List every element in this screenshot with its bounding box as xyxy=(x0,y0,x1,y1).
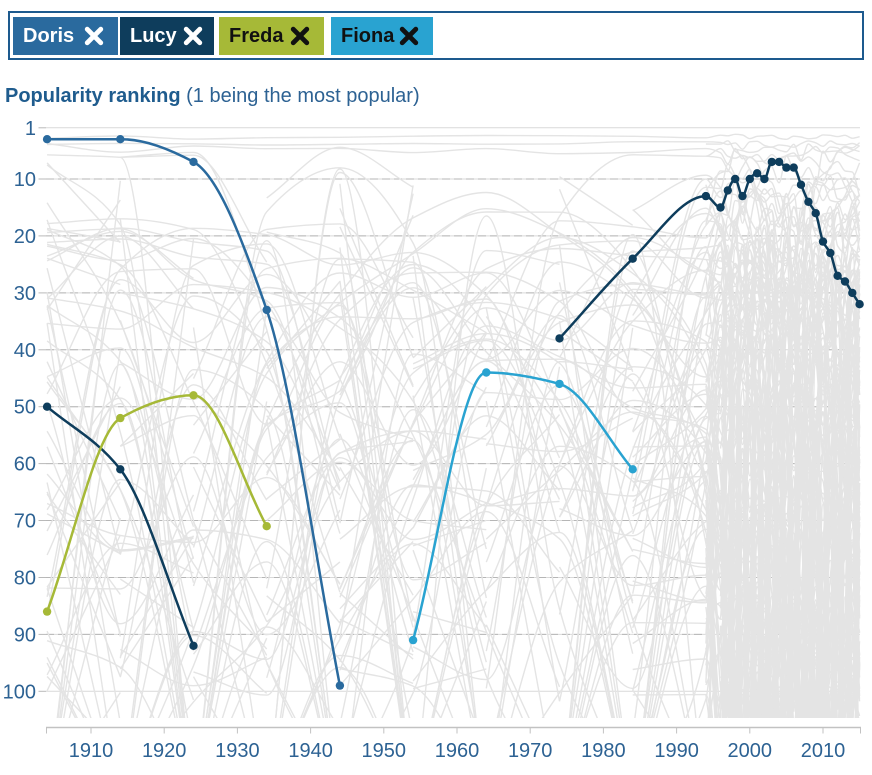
svg-text:2000: 2000 xyxy=(728,740,773,762)
svg-text:30: 30 xyxy=(14,283,36,305)
svg-text:1970: 1970 xyxy=(508,740,553,762)
svg-text:1: 1 xyxy=(25,118,36,140)
svg-text:80: 80 xyxy=(14,568,36,590)
svg-text:2010: 2010 xyxy=(801,740,846,762)
svg-text:10: 10 xyxy=(14,169,36,191)
svg-text:60: 60 xyxy=(14,454,36,476)
svg-text:1910: 1910 xyxy=(69,740,114,762)
svg-text:1960: 1960 xyxy=(435,740,480,762)
svg-text:1940: 1940 xyxy=(288,740,333,762)
svg-text:1980: 1980 xyxy=(581,740,626,762)
svg-text:1920: 1920 xyxy=(142,740,187,762)
svg-text:70: 70 xyxy=(14,511,36,533)
svg-text:50: 50 xyxy=(14,397,36,419)
svg-text:100: 100 xyxy=(3,681,36,703)
svg-text:90: 90 xyxy=(14,624,36,646)
svg-text:1990: 1990 xyxy=(654,740,699,762)
svg-text:20: 20 xyxy=(14,226,36,248)
svg-text:1930: 1930 xyxy=(215,740,260,762)
svg-text:1950: 1950 xyxy=(362,740,407,762)
svg-text:40: 40 xyxy=(14,340,36,362)
